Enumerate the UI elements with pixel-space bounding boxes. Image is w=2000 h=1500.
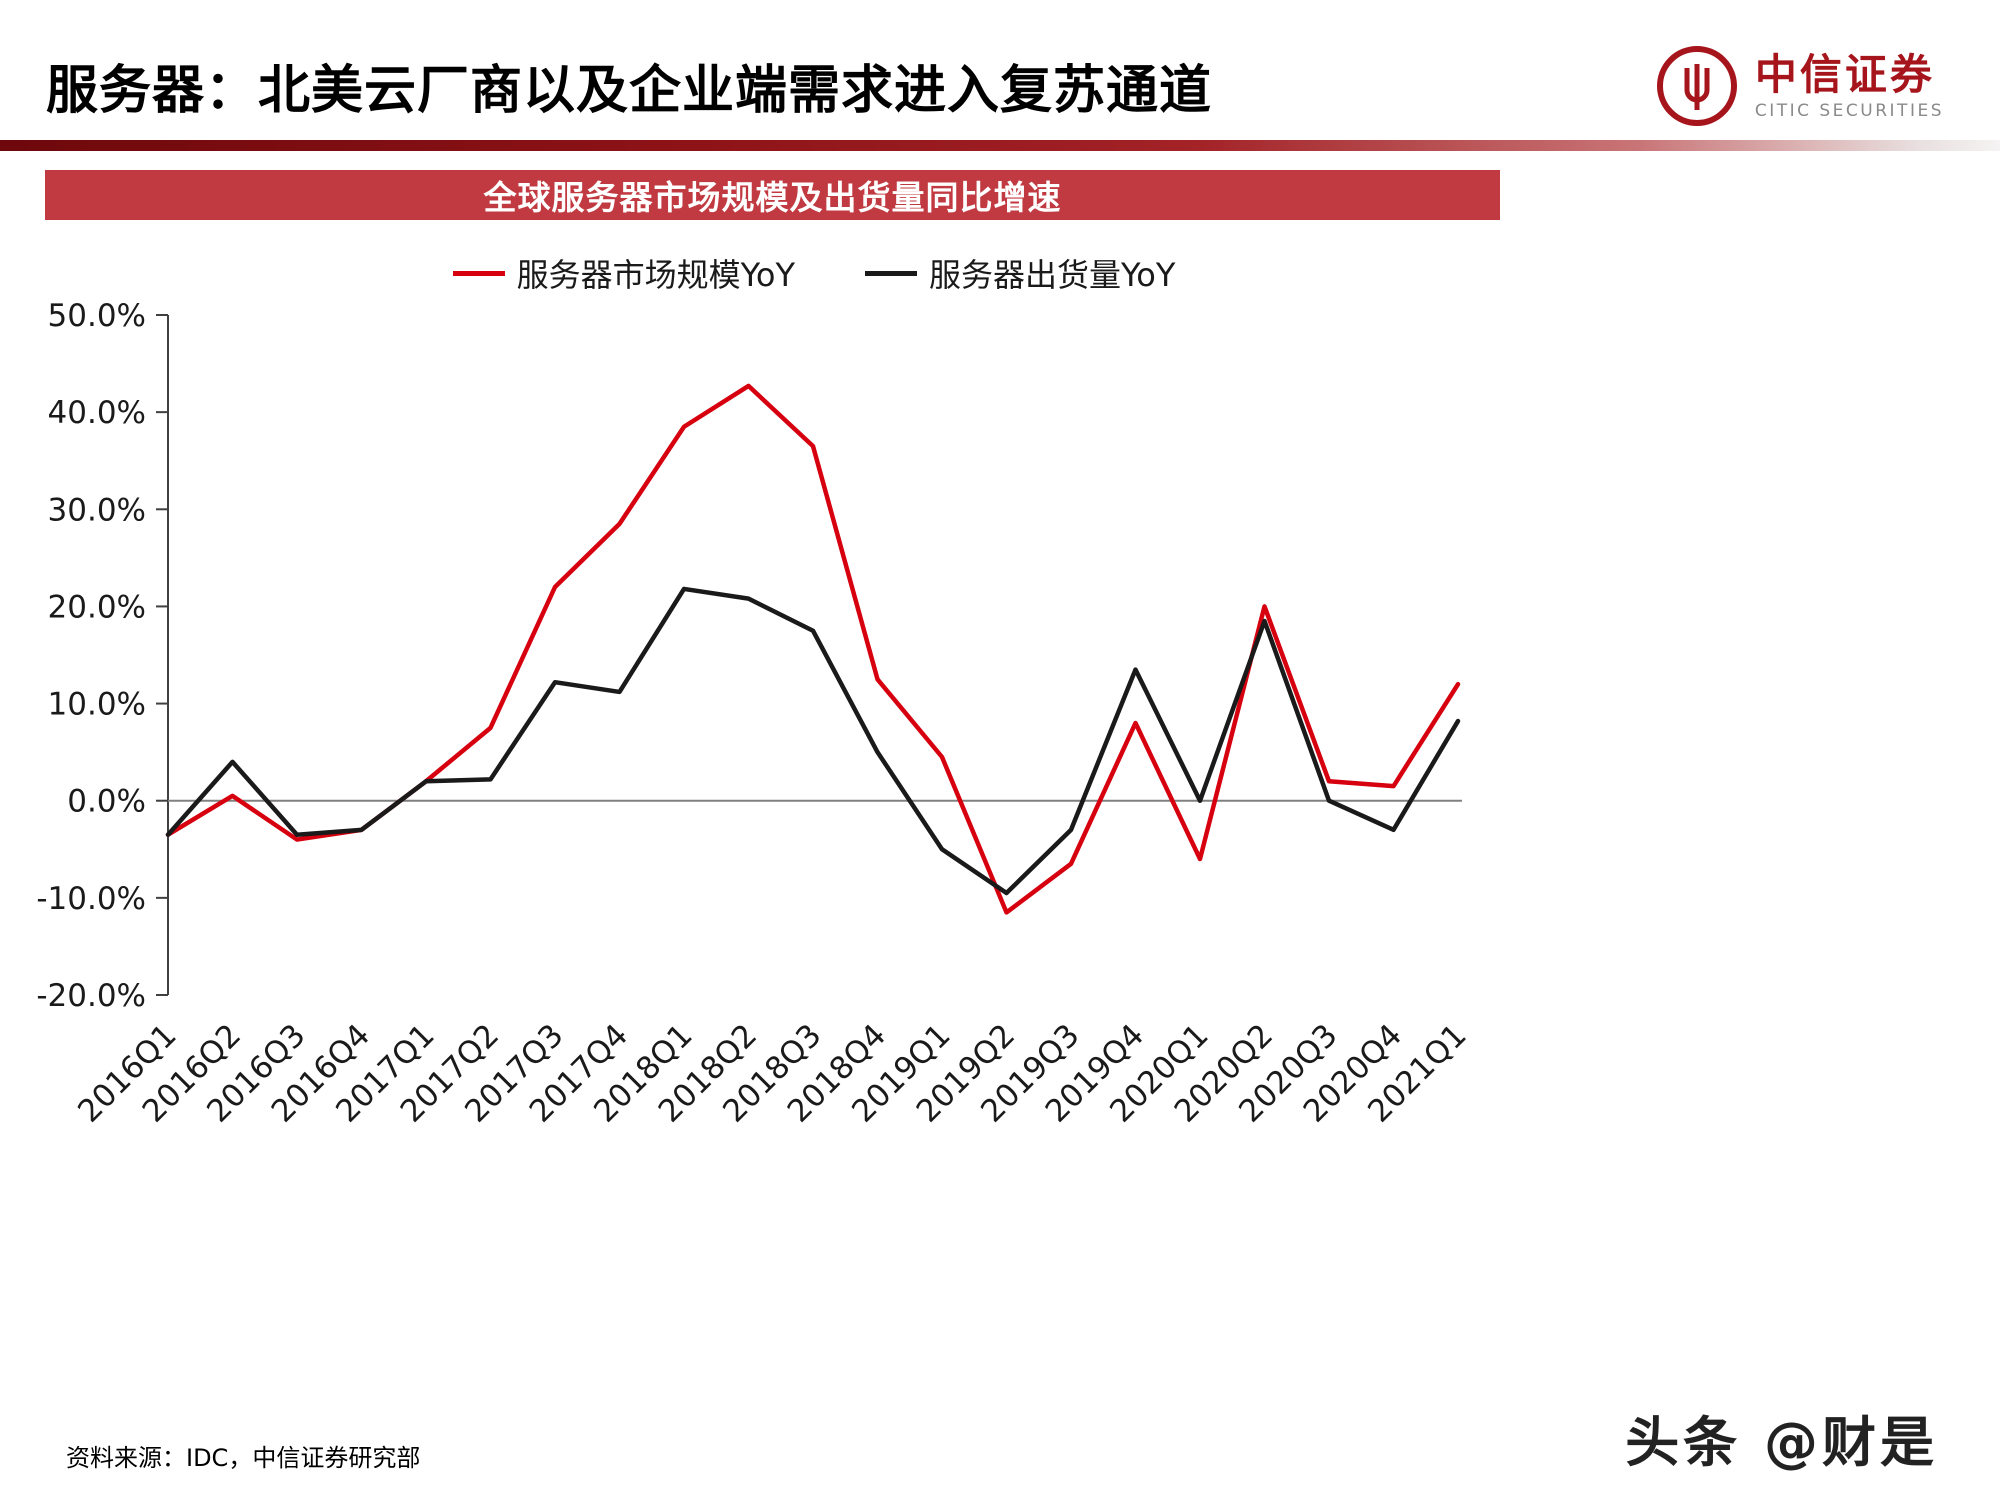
logo-en-name: CITIC SECURITIES (1754, 100, 1944, 121)
legend-line-market-size-icon (452, 270, 505, 276)
header-divider (0, 140, 2000, 151)
y-tick-label: 10.0% (48, 687, 146, 723)
y-tick-label: 50.0% (48, 298, 146, 334)
section-banner: 全球服务器市场规模及出货量同比增速 (45, 170, 1500, 220)
citic-emblem-icon (1656, 46, 1737, 126)
source-note: 资料来源：IDC，中信证券研究部 (66, 1444, 421, 1472)
shipments-yoy-line (165, 586, 1461, 896)
y-tick-label: 40.0% (48, 395, 146, 431)
chart-legend: 服务器市场规模YoY 服务器出货量YoY (168, 250, 1460, 296)
legend-label-market-size: 服务器市场规模YoY (516, 256, 795, 294)
y-tick-label: 30.0% (48, 492, 146, 528)
logo-cn-name: 中信证券 (1754, 49, 1935, 99)
legend-item-shipments: 服务器出货量YoY (865, 250, 1175, 296)
legend-label-shipments: 服务器出货量YoY (929, 256, 1176, 294)
y-tick-label: -10.0% (36, 881, 146, 917)
y-tick-label: 20.0% (48, 589, 146, 625)
market-size-yoy-line (165, 383, 1461, 915)
y-tick-label: -20.0% (36, 978, 146, 1014)
page-title: 服务器：北美云厂商以及企业端需求进入复苏通道 (46, 61, 1213, 121)
watermark: 头条 @财是 (1625, 1411, 1938, 1474)
logo-text: 中信证券 CITIC SECURITIES (1754, 49, 1944, 121)
legend-line-shipments-icon (865, 270, 917, 276)
section-banner-title: 全球服务器市场规模及出货量同比增速 (483, 178, 1062, 217)
citic-logo: 中信证券 CITIC SECURITIES (1655, 44, 1944, 128)
y-tick-label: 0.0% (67, 784, 146, 820)
legend-item-market-size: 服务器市场规模YoY (452, 250, 795, 296)
